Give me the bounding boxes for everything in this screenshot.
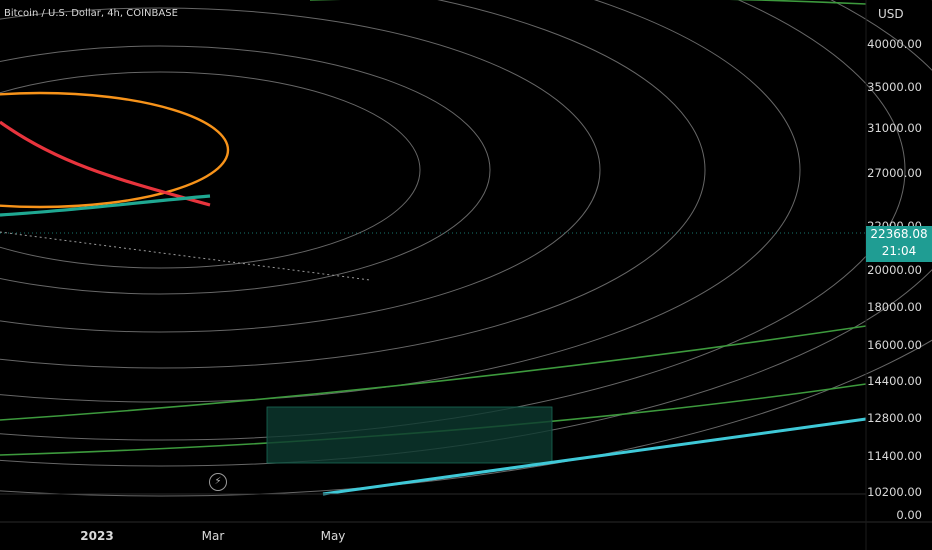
- y-tick-label: 16000.00: [867, 338, 922, 352]
- y-tick-label: 10200.00: [867, 485, 922, 499]
- fib-circle: [0, 0, 906, 441]
- y-tick-label: 14400.00: [867, 374, 922, 388]
- fib-circles: [0, 0, 932, 497]
- fib-circle: [0, 7, 601, 333]
- current-price-value: 22368.08: [870, 227, 928, 241]
- lightning-icon[interactable]: ⚡: [209, 473, 227, 491]
- x-axis[interactable]: 2023 Mar May: [80, 529, 345, 543]
- green-arc-upper: [0, 325, 867, 421]
- bar-countdown: 21:04: [881, 244, 917, 258]
- y-tick-label: 18000.00: [867, 300, 922, 314]
- y-tick-label: 27000.00: [867, 166, 922, 180]
- fib-circle: [0, 0, 706, 369]
- cyan-support-line[interactable]: [322, 417, 867, 496]
- dashed-trend-left: [0, 231, 371, 281]
- x-tick-label: Mar: [202, 529, 225, 543]
- y-tick-label: 20000.00: [867, 263, 922, 277]
- x-tick-label: May: [321, 529, 346, 543]
- symbol-legend[interactable]: Bitcoin / U.S. Dollar, 4h, COINBASE: [4, 8, 178, 19]
- fib-circle: [0, 0, 801, 403]
- y-tick-label: 0.00: [896, 508, 922, 522]
- red-moving-average: [0, 120, 211, 207]
- current-price-tag: 22368.08 21:04: [866, 226, 932, 262]
- fib-circle: [0, 45, 491, 295]
- fib-circle: [0, 0, 932, 467]
- y-tick-label: 35000.00: [867, 80, 922, 94]
- teal-moving-average: [0, 194, 211, 217]
- x-tick-label: 2023: [80, 529, 113, 543]
- fib-circle: [0, 0, 932, 497]
- fib-circle: [0, 71, 421, 269]
- y-tick-label: 11400.00: [867, 449, 922, 463]
- y-tick-label: 40000.00: [867, 37, 922, 51]
- green-arc-top: [310, 0, 867, 5]
- consolidation-box[interactable]: [266, 406, 553, 464]
- y-tick-label: 12800.00: [867, 411, 922, 425]
- y-axis-label: USD: [878, 7, 904, 21]
- y-tick-label: 31000.00: [867, 121, 922, 135]
- orange-arc[interactable]: [0, 91, 230, 209]
